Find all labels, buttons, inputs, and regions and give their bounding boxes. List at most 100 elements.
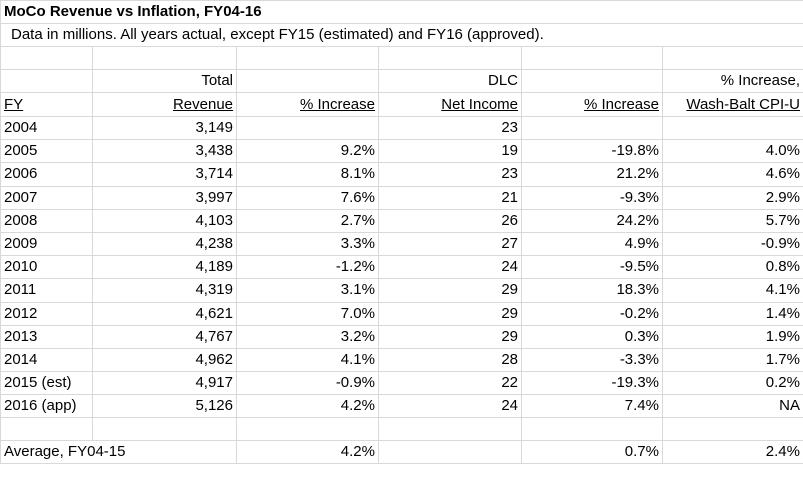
dlc-cell[interactable]: 26 [378, 208, 522, 233]
average-dlc-pct[interactable]: 0.7% [521, 440, 663, 465]
header-cell[interactable]: % Increase, [662, 69, 803, 93]
revenue-pct-cell[interactable]: 3.1% [236, 278, 379, 303]
sheet-note[interactable]: Data in millions. All years actual, exce… [0, 23, 663, 47]
fy-cell[interactable]: 2007 [0, 185, 93, 210]
header-cell[interactable]: Net Income [378, 92, 522, 117]
dlc-pct-cell[interactable]: 0.3% [521, 324, 663, 349]
cpi-cell[interactable]: 2.9% [662, 185, 803, 210]
cpi-cell[interactable] [662, 115, 803, 141]
header-cell[interactable]: % Increase [236, 92, 379, 117]
revenue-pct-cell[interactable]: -0.9% [236, 371, 379, 396]
dlc-cell[interactable]: 28 [378, 347, 522, 373]
revenue-cell[interactable]: 4,238 [92, 231, 237, 257]
revenue-pct-cell[interactable]: 4.2% [236, 394, 379, 419]
header-cell[interactable]: Total [92, 69, 237, 93]
fy-cell[interactable]: 2009 [0, 231, 93, 257]
revenue-pct-cell[interactable]: 7.0% [236, 301, 379, 326]
dlc-cell[interactable]: 19 [378, 139, 522, 164]
revenue-pct-cell[interactable]: 2.7% [236, 208, 379, 233]
cpi-cell[interactable]: 4.0% [662, 139, 803, 164]
revenue-cell[interactable]: 4,319 [92, 278, 237, 303]
revenue-pct-cell[interactable] [236, 115, 379, 141]
revenue-cell[interactable]: 4,189 [92, 255, 237, 280]
cell[interactable] [378, 46, 522, 70]
revenue-cell[interactable]: 3,714 [92, 162, 237, 187]
fy-cell[interactable]: 2008 [0, 208, 93, 233]
dlc-cell[interactable]: 24 [378, 255, 522, 280]
cell[interactable] [662, 0, 803, 24]
dlc-pct-cell[interactable]: 24.2% [521, 208, 663, 233]
dlc-cell[interactable]: 23 [378, 162, 522, 187]
fy-cell[interactable]: 2010 [0, 255, 93, 280]
cell[interactable] [0, 417, 93, 442]
dlc-pct-cell[interactable]: -19.8% [521, 139, 663, 164]
fy-cell[interactable]: 2014 [0, 347, 93, 373]
cell[interactable] [521, 0, 663, 24]
revenue-cell[interactable]: 3,438 [92, 139, 237, 164]
revenue-cell[interactable]: 3,997 [92, 185, 237, 210]
dlc-cell[interactable]: 29 [378, 324, 522, 349]
cpi-cell[interactable]: 1.7% [662, 347, 803, 373]
revenue-pct-cell[interactable]: 3.2% [236, 324, 379, 349]
fy-cell[interactable]: 2011 [0, 278, 93, 303]
revenue-cell[interactable]: 4,767 [92, 324, 237, 349]
cell[interactable] [0, 46, 93, 70]
dlc-pct-cell[interactable] [521, 115, 663, 141]
fy-cell[interactable]: 2015 (est) [0, 371, 93, 396]
dlc-cell[interactable]: 21 [378, 185, 522, 210]
cpi-cell[interactable]: 0.8% [662, 255, 803, 280]
fy-cell[interactable]: 2016 (app) [0, 394, 93, 419]
header-cell[interactable]: FY [0, 92, 93, 117]
header-cell[interactable] [236, 69, 379, 93]
revenue-pct-cell[interactable]: 7.6% [236, 185, 379, 210]
cell[interactable] [92, 46, 237, 70]
fy-cell[interactable]: 2004 [0, 115, 93, 141]
cpi-cell[interactable]: 1.4% [662, 301, 803, 326]
cpi-cell[interactable]: 4.6% [662, 162, 803, 187]
cell[interactable] [662, 417, 803, 442]
cpi-cell[interactable]: -0.9% [662, 231, 803, 257]
cpi-cell[interactable]: 4.1% [662, 278, 803, 303]
cell[interactable] [521, 46, 663, 70]
average-rev-pct[interactable]: 4.2% [236, 440, 379, 465]
revenue-pct-cell[interactable]: 3.3% [236, 231, 379, 257]
revenue-pct-cell[interactable]: -1.2% [236, 255, 379, 280]
revenue-pct-cell[interactable]: 4.1% [236, 347, 379, 373]
revenue-cell[interactable]: 4,103 [92, 208, 237, 233]
cpi-cell[interactable]: NA [662, 394, 803, 419]
revenue-pct-cell[interactable]: 9.2% [236, 139, 379, 164]
header-cell[interactable]: Wash-Balt CPI-U [662, 92, 803, 117]
fy-cell[interactable]: 2005 [0, 139, 93, 164]
header-cell[interactable]: % Increase [521, 92, 663, 117]
fy-cell[interactable]: 2012 [0, 301, 93, 326]
header-cell[interactable]: DLC [378, 69, 522, 93]
fy-cell[interactable]: 2006 [0, 162, 93, 187]
cell[interactable] [662, 46, 803, 70]
dlc-cell[interactable]: 22 [378, 371, 522, 396]
cell[interactable] [236, 417, 379, 442]
sheet-title[interactable]: MoCo Revenue vs Inflation, FY04-16 [0, 0, 522, 24]
cell[interactable] [92, 417, 237, 442]
cell[interactable] [662, 23, 803, 47]
cell[interactable] [378, 440, 522, 465]
revenue-pct-cell[interactable]: 8.1% [236, 162, 379, 187]
cpi-cell[interactable]: 0.2% [662, 371, 803, 396]
cell[interactable] [236, 46, 379, 70]
dlc-pct-cell[interactable]: -9.5% [521, 255, 663, 280]
cpi-cell[interactable]: 5.7% [662, 208, 803, 233]
revenue-cell[interactable]: 3,149 [92, 115, 237, 141]
dlc-cell[interactable]: 27 [378, 231, 522, 257]
dlc-pct-cell[interactable]: -3.3% [521, 347, 663, 373]
average-cpi[interactable]: 2.4% [662, 440, 803, 465]
average-label[interactable]: Average, FY04-15 [0, 440, 237, 465]
header-cell[interactable] [0, 69, 93, 93]
dlc-cell[interactable]: 29 [378, 278, 522, 303]
dlc-cell[interactable]: 29 [378, 301, 522, 326]
revenue-cell[interactable]: 4,621 [92, 301, 237, 326]
header-cell[interactable] [521, 69, 663, 93]
dlc-pct-cell[interactable]: 18.3% [521, 278, 663, 303]
dlc-cell[interactable]: 23 [378, 115, 522, 141]
dlc-pct-cell[interactable]: 21.2% [521, 162, 663, 187]
dlc-pct-cell[interactable]: 4.9% [521, 231, 663, 257]
fy-cell[interactable]: 2013 [0, 324, 93, 349]
